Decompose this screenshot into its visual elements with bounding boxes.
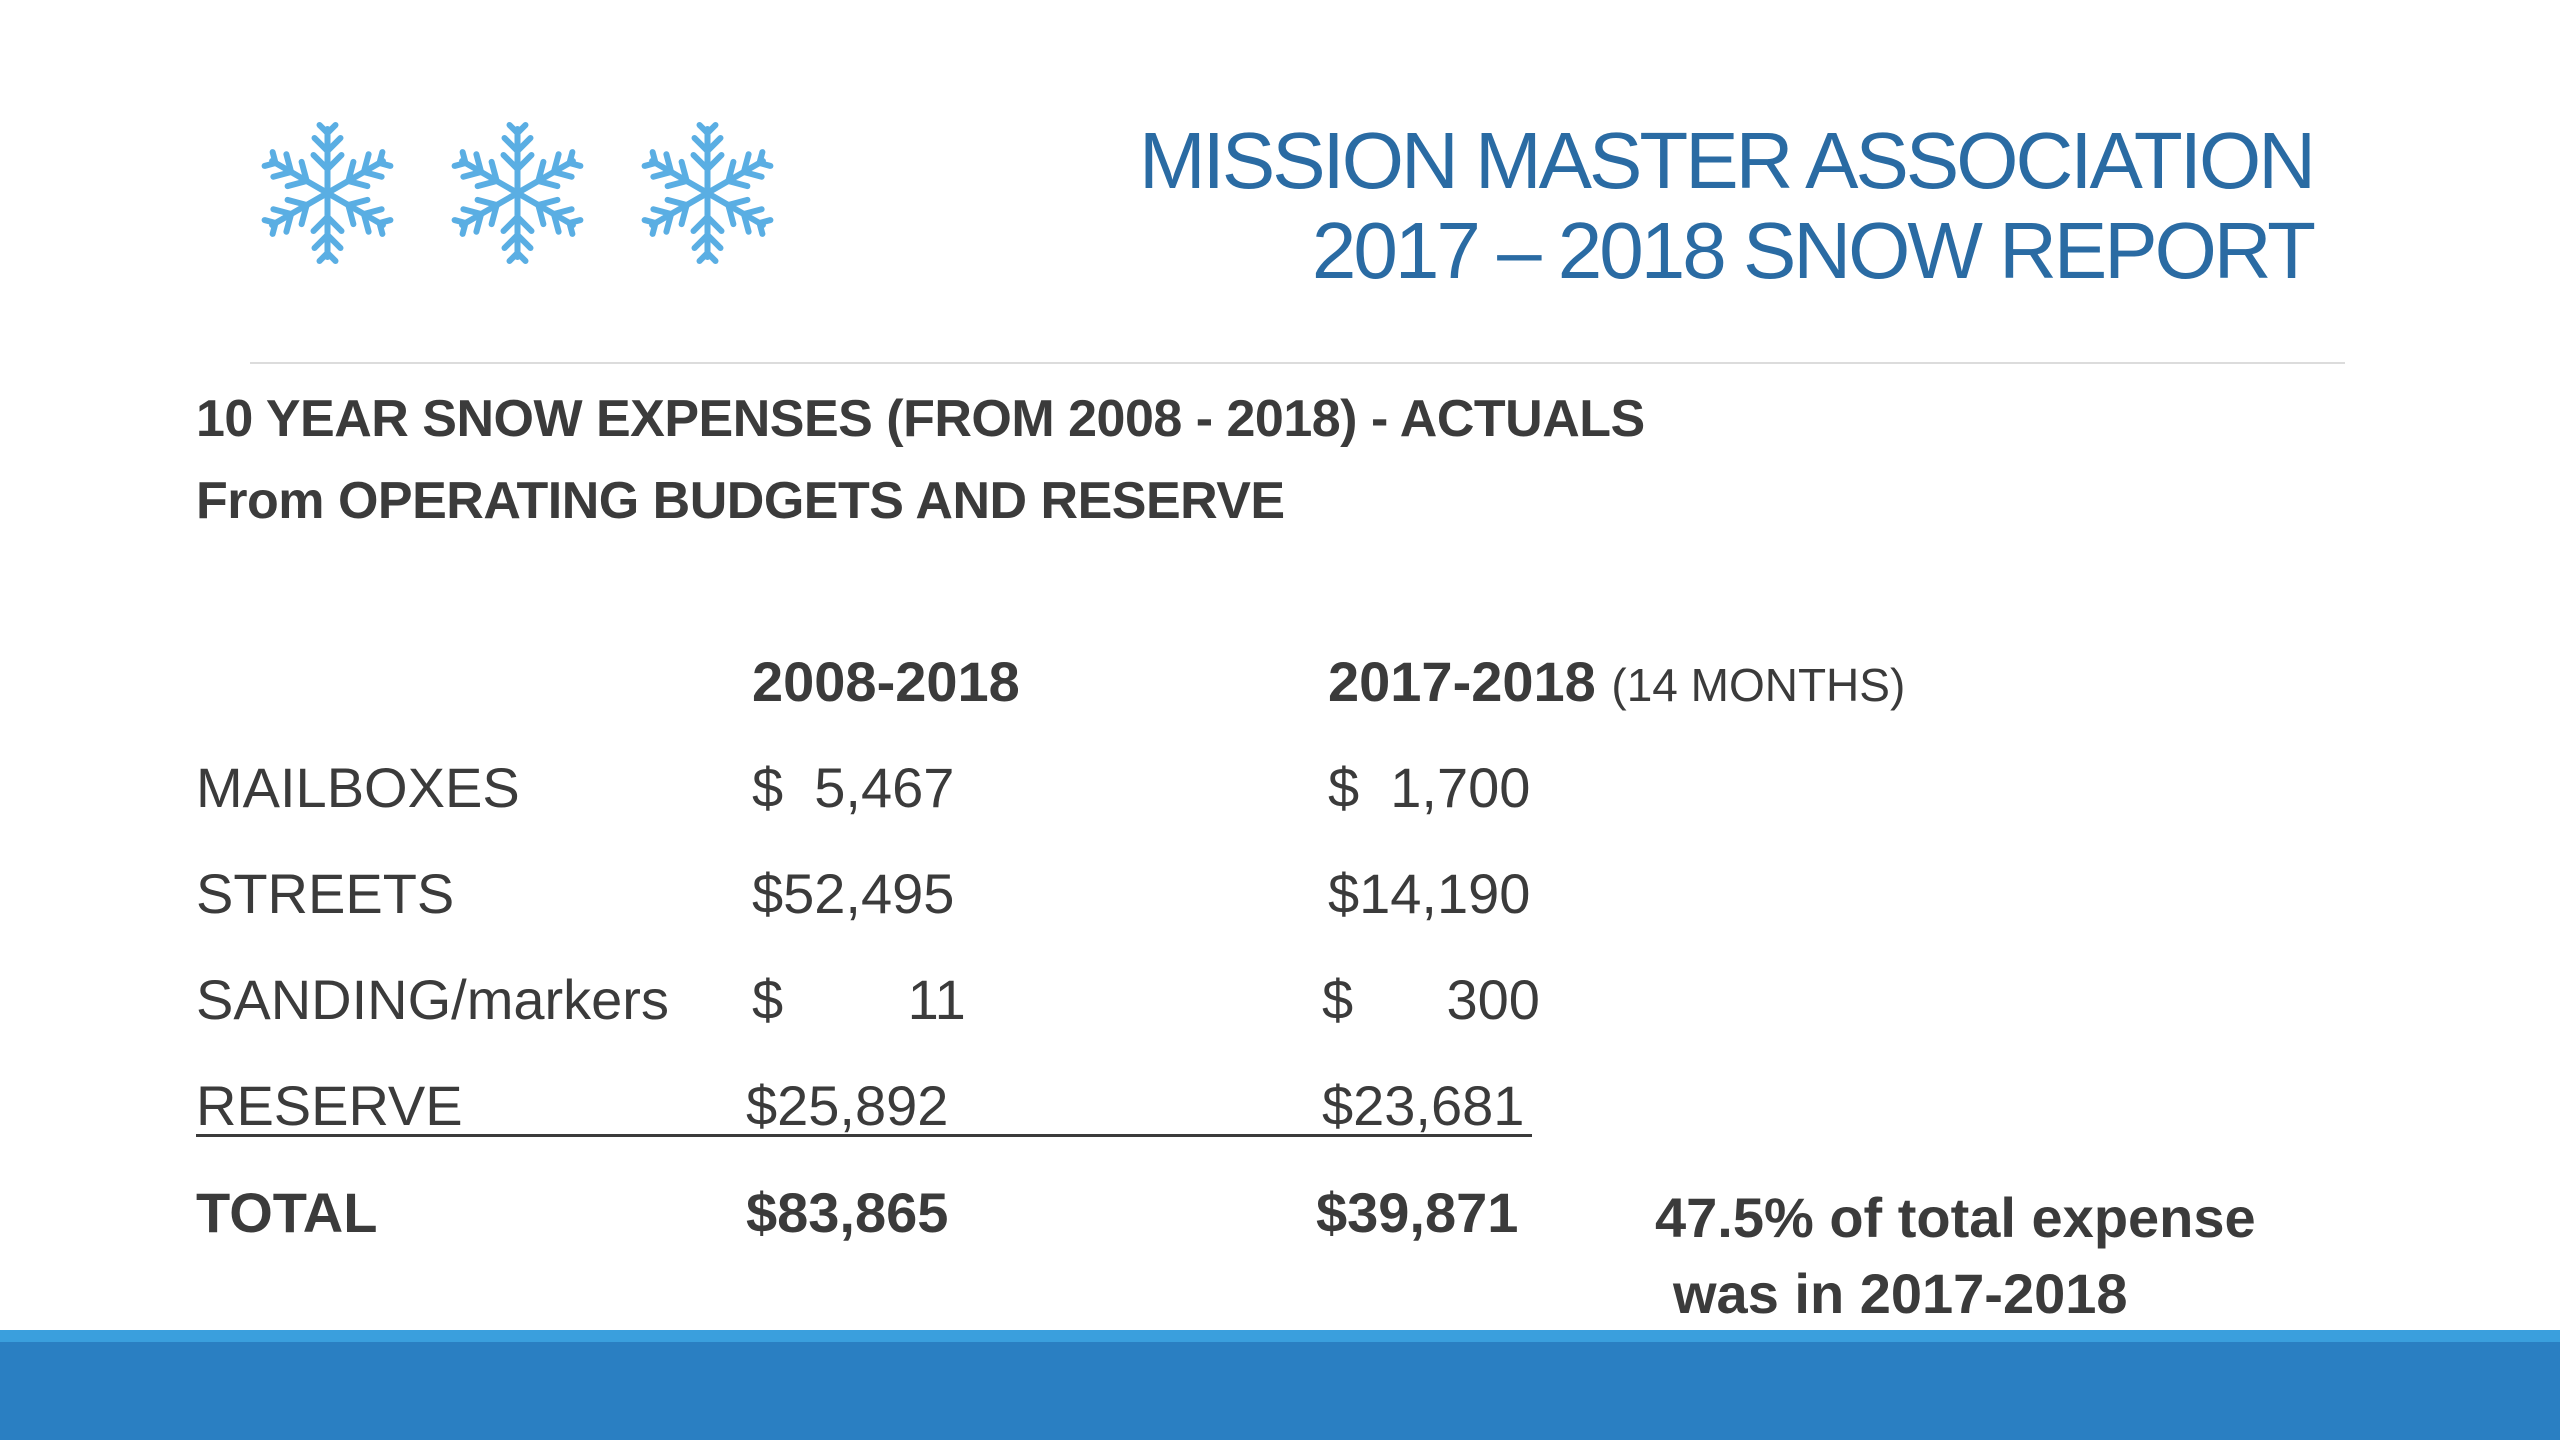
title-line-1: MISSION MASTER ASSOCIATION: [1138, 116, 2316, 205]
footer-band: [0, 1342, 2560, 1440]
total-underline: [196, 1134, 1532, 1137]
row-label-mailboxes: MAILBOXES: [196, 756, 520, 819]
row-label-total: TOTAL: [196, 1181, 378, 1244]
row-label-streets: STREETS: [196, 862, 455, 925]
total-2017-2018: $39,871: [1316, 1181, 1519, 1244]
note-line-1: 47.5% of total expense: [1655, 1186, 2256, 1249]
row-label-reserve: RESERVE: [196, 1074, 463, 1137]
title-line-2: 2017 – 2018 SNOW REPORT: [1311, 206, 2316, 295]
section-subtitle: 10 YEAR SNOW EXPENSES (FROM 2008 - 2018)…: [196, 378, 1645, 542]
header-divider: [250, 362, 2345, 364]
streets-2008-2018: $52,495: [752, 862, 955, 925]
mailboxes-2008-2018: $ 5,467: [752, 756, 955, 819]
row-label-sanding: SANDING/markers: [196, 968, 669, 1031]
subtitle-line-2: From OPERATING BUDGETS AND RESERVE: [196, 472, 1285, 530]
snowflake-icon: [445, 118, 590, 268]
streets-2017-2018: $14,190: [1328, 862, 1531, 925]
snowflake-icon: [255, 118, 400, 268]
page-title: MISSION MASTER ASSOCIATION 2017 – 2018 S…: [1138, 116, 2316, 296]
snowflake-group: [255, 118, 780, 278]
mailboxes-2017-2018: $ 1,700: [1328, 756, 1531, 819]
note-line-2: was in 2017-2018: [1673, 1262, 2128, 1325]
footer-accent-stripe: [0, 1330, 2560, 1342]
reserve-2008-2018: $25,892: [746, 1074, 949, 1137]
sanding-2017-2018: $ 300: [1322, 968, 1540, 1031]
column-header-note: (14 MONTHS): [1611, 659, 1906, 711]
column-header-2017-2018: 2017-2018 (14 MONTHS): [1328, 647, 1905, 720]
column-header-label: 2017-2018: [1328, 650, 1596, 713]
snowflake-icon: [635, 118, 780, 268]
sanding-2008-2018: $ 11: [752, 968, 966, 1031]
column-header-2008-2018: 2008-2018: [752, 650, 1020, 713]
subtitle-line-1: 10 YEAR SNOW EXPENSES (FROM 2008 - 2018)…: [196, 390, 1645, 448]
reserve-2017-2018: $23,681: [1322, 1074, 1525, 1137]
total-2008-2018: $83,865: [746, 1181, 949, 1244]
percentage-note: 47.5% of total expense was in 2017-2018: [1655, 1180, 2256, 1332]
